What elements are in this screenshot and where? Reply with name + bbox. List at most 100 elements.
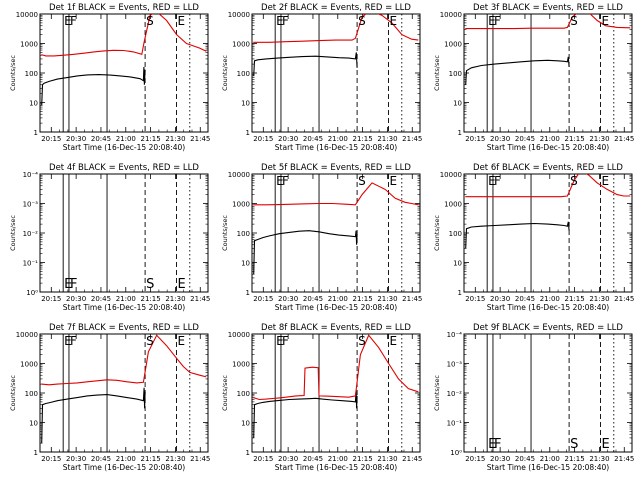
marker-label-F: F bbox=[282, 14, 289, 28]
x-tick-label: 21:15 bbox=[353, 135, 373, 143]
plot-frame bbox=[251, 173, 421, 293]
marker-label-E: E bbox=[390, 334, 398, 348]
marker-label-S: S bbox=[358, 174, 366, 188]
x-tick-label: 20:45 bbox=[91, 455, 111, 463]
y-tick-label: 10000 bbox=[440, 171, 462, 179]
series-lld bbox=[465, 174, 631, 198]
x-tick-label: 20:15 bbox=[465, 135, 485, 143]
y-tick-label: 1 bbox=[246, 289, 250, 297]
y-tick-label: 1000 bbox=[232, 361, 250, 369]
x-tick-label: 21:15 bbox=[353, 455, 373, 463]
x-tick-label: 20:45 bbox=[303, 455, 323, 463]
x-tick-label: 21:00 bbox=[328, 295, 348, 303]
panel-title: Det 8f BLACK = Events, RED = LLD bbox=[261, 323, 411, 333]
plot-frame bbox=[39, 173, 209, 293]
marker-label-E: E bbox=[390, 14, 398, 28]
y-tick-label: 10⁻⁴ bbox=[23, 171, 39, 179]
marker-label-E: E bbox=[488, 14, 496, 28]
panel-title: Det 7f BLACK = Events, RED = LLD bbox=[49, 323, 199, 333]
marker-label-S: S bbox=[358, 14, 366, 28]
x-tick-label: 21:45 bbox=[614, 455, 634, 463]
marker-label-E: E bbox=[276, 14, 284, 28]
marker-label-E: E bbox=[602, 437, 610, 452]
series-events bbox=[253, 52, 358, 76]
y-axis-label: Counts/sec bbox=[433, 375, 441, 411]
x-axis-label: Start Time (16-Dec-15 20:08:40) bbox=[487, 463, 609, 472]
y-tick-label: 1000 bbox=[232, 41, 250, 49]
x-axis-label: Start Time (16-Dec-15 20:08:40) bbox=[487, 303, 609, 312]
x-tick-label: 20:45 bbox=[91, 295, 111, 303]
marker-label-E: E bbox=[488, 437, 496, 452]
x-axis-label: Start Time (16-Dec-15 20:08:40) bbox=[275, 143, 397, 152]
panel-9: Det 9f BLACK = Events, RED = LLD 10⁰ 10⁻¹ 1… bbox=[433, 323, 634, 472]
x-tick-label: 20:30 bbox=[278, 295, 298, 303]
y-tick-label: 10000 bbox=[440, 11, 462, 19]
y-tick-label: 1000 bbox=[444, 201, 462, 209]
y-tick-label: 10 bbox=[241, 420, 250, 428]
series-events bbox=[41, 66, 146, 106]
y-tick-label: 10000 bbox=[16, 331, 38, 339]
series-events bbox=[253, 390, 358, 438]
marker-label-S: S bbox=[146, 14, 154, 28]
y-tick-label: 10⁻³ bbox=[447, 361, 463, 369]
y-tick-label: 10 bbox=[453, 260, 462, 268]
x-tick-label: 21:15 bbox=[565, 455, 585, 463]
marker-label-E: E bbox=[64, 334, 72, 348]
marker-label-F: F bbox=[282, 174, 289, 188]
x-tick-label: 21:00 bbox=[328, 455, 348, 463]
x-tick-label: 20:30 bbox=[490, 295, 510, 303]
series-lld bbox=[41, 334, 207, 386]
marker-label-F: F bbox=[70, 277, 77, 292]
plot-frame bbox=[251, 333, 421, 453]
marker-label-E: E bbox=[178, 277, 186, 292]
y-tick-label: 100 bbox=[25, 390, 38, 398]
panel-title: Det 4f BLACK = Events, RED = LLD bbox=[49, 163, 199, 173]
y-tick-label: 10⁻¹ bbox=[23, 260, 39, 268]
y-axis-label: Counts/sec bbox=[221, 375, 229, 411]
marker-label-S: S bbox=[146, 277, 154, 292]
panel-title: Det 5f BLACK = Events, RED = LLD bbox=[261, 163, 411, 173]
x-tick-label: 20:45 bbox=[515, 135, 535, 143]
x-tick-label: 20:15 bbox=[41, 135, 61, 143]
x-tick-label: 21:45 bbox=[614, 135, 634, 143]
x-tick-label: 21:30 bbox=[377, 455, 397, 463]
x-tick-label: 21:15 bbox=[565, 295, 585, 303]
plot-frame bbox=[251, 13, 421, 133]
y-axis-label: Counts/sec bbox=[9, 215, 17, 251]
marker-label-F: F bbox=[282, 334, 289, 348]
marker-label-E: E bbox=[488, 174, 496, 188]
x-tick-label: 20:15 bbox=[253, 455, 273, 463]
x-tick-label: 20:15 bbox=[465, 455, 485, 463]
x-tick-label: 20:45 bbox=[515, 455, 535, 463]
panel-6: Det 6f BLACK = Events, RED = LLD 1 10 100 10… bbox=[433, 163, 634, 312]
panel-8: Det 8f BLACK = Events, RED = LLD 1 10 100 10… bbox=[221, 323, 422, 472]
y-tick-label: 10 bbox=[29, 100, 38, 108]
x-tick-label: 20:30 bbox=[278, 135, 298, 143]
y-tick-label: 100 bbox=[237, 230, 250, 238]
y-tick-label: 100 bbox=[237, 70, 250, 78]
y-tick-label: 1 bbox=[34, 449, 38, 457]
series-events bbox=[253, 230, 358, 275]
y-tick-label: 10⁻⁴ bbox=[447, 331, 463, 339]
y-tick-label: 1000 bbox=[444, 41, 462, 49]
y-tick-label: 1 bbox=[458, 129, 462, 137]
marker-label-E: E bbox=[64, 277, 72, 292]
series-lld bbox=[253, 182, 419, 206]
marker-label-E: E bbox=[276, 334, 284, 348]
marker-label-F: F bbox=[70, 334, 77, 348]
y-tick-label: 100 bbox=[237, 390, 250, 398]
y-tick-label: 10⁻¹ bbox=[447, 420, 463, 428]
x-axis-label: Start Time (16-Dec-15 20:08:40) bbox=[63, 143, 185, 152]
series-lld bbox=[41, 14, 207, 57]
x-tick-label: 21:00 bbox=[116, 455, 136, 463]
x-axis-label: Start Time (16-Dec-15 20:08:40) bbox=[63, 463, 185, 472]
series-lld bbox=[465, 14, 631, 30]
marker-label-E: E bbox=[390, 174, 398, 188]
x-axis-label: Start Time (16-Dec-15 20:08:40) bbox=[275, 463, 397, 472]
x-tick-label: 21:30 bbox=[589, 455, 609, 463]
series-lld bbox=[253, 14, 419, 43]
x-tick-label: 21:45 bbox=[402, 295, 422, 303]
plot-frame bbox=[463, 333, 633, 453]
x-tick-label: 20:15 bbox=[253, 295, 273, 303]
